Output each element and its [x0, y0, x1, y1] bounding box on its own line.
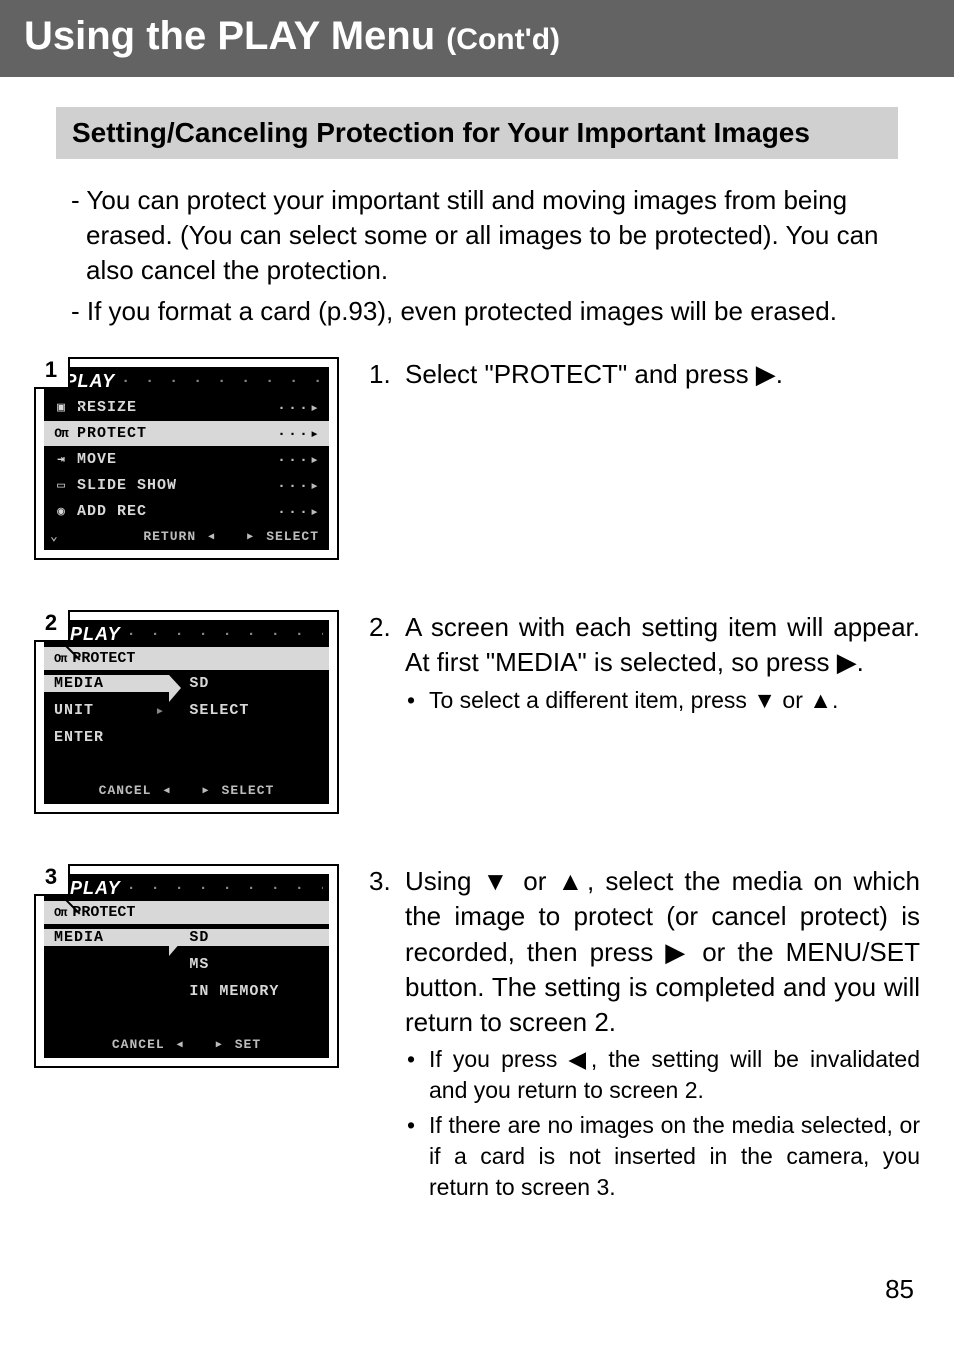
- resize-icon: ▣: [52, 400, 70, 415]
- lcd1-title: PLAY: [64, 371, 115, 392]
- step-num-2: 2: [34, 610, 70, 642]
- step-1-row: 1 ⌃ PLAY · · · · · · · · · · ▣ RESIZE ··…: [34, 357, 920, 560]
- slideshow-icon: ▭: [52, 478, 70, 493]
- more-icon: ···▸: [277, 450, 321, 469]
- header-dots: · · · · · · · · · ·: [127, 880, 323, 897]
- more-icon: ···▸: [277, 502, 321, 521]
- lcd1-item-slideshow[interactable]: ▭ SLIDE SHOW ···▸: [44, 472, 329, 498]
- page-title-bar: Using the PLAY Menu (Cont'd): [0, 0, 954, 77]
- triangle-right-icon: ▶: [203, 785, 210, 797]
- lcd3-row-media[interactable]: MEDIA SD: [44, 924, 329, 951]
- lcd-screenshot-1: 1 ⌃ PLAY · · · · · · · · · · ▣ RESIZE ··…: [34, 357, 339, 560]
- lcd-screenshot-2: 2 PLAY · · · · · · · · · · Oπ PROTECT ME…: [34, 610, 339, 814]
- intro-text: - You can protect your important still a…: [34, 183, 920, 329]
- more-icon: ···▸: [277, 476, 321, 495]
- step-1-text: 1. Select "PROTECT" and press ▶.: [369, 357, 920, 392]
- header-dots: · · · · · · · · · ·: [121, 373, 323, 390]
- intro-line-2: - If you format a card (p.93), even prot…: [34, 294, 920, 329]
- step-2-row: 2 PLAY · · · · · · · · · · Oπ PROTECT ME…: [34, 610, 920, 814]
- lcd3-row-ms[interactable]: MS: [44, 951, 329, 978]
- lcd1-item-resize[interactable]: ▣ RESIZE ···▸: [44, 394, 329, 420]
- lcd2-subheader: Oπ PROTECT: [44, 647, 329, 670]
- lcd3-footer: CANCEL ◀ ▶ SET: [44, 1032, 329, 1058]
- chevron-right-icon: ▸: [155, 701, 165, 720]
- chevron-down-icon: ⌄: [50, 529, 59, 544]
- step-num-3: 3: [34, 864, 70, 896]
- page-number: 85: [885, 1274, 914, 1305]
- key-icon: Oπ: [54, 906, 66, 920]
- lcd3-title: PLAY: [70, 878, 121, 899]
- step-3-text: 3. Using ▼ or ▲, select the media on whi…: [369, 864, 920, 1039]
- mic-icon: ◉: [52, 504, 70, 519]
- more-icon: ···▸: [277, 398, 321, 417]
- lcd2-row-enter[interactable]: ENTER: [44, 724, 329, 751]
- intro-line-1: - You can protect your important still a…: [34, 183, 920, 288]
- step-2-text: 2. A screen with each setting item will …: [369, 610, 920, 680]
- lcd3-header: PLAY · · · · · · · · · ·: [44, 874, 329, 901]
- lcd3-subheader: Oπ PROTECT: [44, 901, 329, 924]
- lcd1-item-addrec[interactable]: ◉ ADD REC ···▸: [44, 498, 329, 524]
- lcd1-item-protect[interactable]: Oπ PROTECT ···▸: [44, 420, 329, 446]
- key-icon: Oπ: [52, 426, 70, 441]
- key-icon: Oπ: [54, 652, 66, 666]
- lcd2-row-media[interactable]: MEDIA SD: [44, 670, 329, 697]
- lcd2-header: PLAY · · · · · · · · · ·: [44, 620, 329, 647]
- triangle-left-icon: ◀: [163, 785, 170, 797]
- lcd2-row-unit[interactable]: UNIT▸ SELECT: [44, 697, 329, 724]
- header-dots: · · · · · · · · · ·: [127, 626, 323, 643]
- lcd-screenshot-3: 3 PLAY · · · · · · · · · · Oπ PROTECT ME…: [34, 864, 339, 1068]
- triangle-left-icon: ◀: [177, 1039, 184, 1051]
- step-num-1: 1: [34, 357, 70, 389]
- step-3-bullet-2: • If there are no images on the media se…: [369, 1110, 920, 1203]
- step-3-row: 3 PLAY · · · · · · · · · · Oπ PROTECT ME…: [34, 864, 920, 1203]
- lcd2-title: PLAY: [70, 624, 121, 645]
- more-icon: ···▸: [277, 424, 321, 443]
- section-heading: Setting/Canceling Protection for Your Im…: [56, 107, 898, 159]
- lcd1-menu: ▣ RESIZE ···▸ Oπ PROTECT ···▸ ⇥ MOVE: [44, 394, 329, 524]
- lcd1-item-move[interactable]: ⇥ MOVE ···▸: [44, 446, 329, 472]
- step-3-bullet-1: • If you press ◀, the setting will be in…: [369, 1044, 920, 1106]
- lcd3-row-inmemory[interactable]: IN MEMORY: [44, 978, 329, 1005]
- title-sub: (Cont'd): [446, 23, 560, 56]
- triangle-left-icon: ◀: [208, 531, 215, 543]
- step-2-bullet-1: • To select a different item, press ▼ or…: [369, 685, 920, 716]
- lcd2-footer: CANCEL ◀ ▶ SELECT: [44, 778, 329, 804]
- lcd1-header: ⌃ PLAY · · · · · · · · · ·: [44, 367, 329, 394]
- title-main: Using the PLAY Menu: [24, 14, 446, 58]
- move-icon: ⇥: [52, 452, 70, 467]
- lcd1-footer: ⌄ RETURN ◀ ▶ SELECT: [44, 524, 329, 550]
- triangle-right-icon: ▶: [216, 1039, 223, 1051]
- triangle-right-icon: ▶: [247, 531, 254, 543]
